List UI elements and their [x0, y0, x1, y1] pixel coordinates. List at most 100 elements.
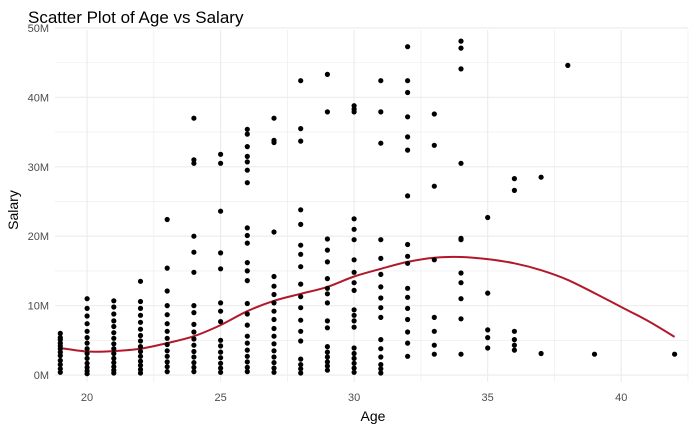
scatter-point: [137, 326, 144, 332]
scatter-point: [458, 160, 464, 166]
grid-lines: [55, 27, 689, 382]
scatter-point: [405, 78, 411, 84]
scatter-point: [298, 138, 304, 144]
scatter-point: [298, 362, 304, 368]
scatter-point: [191, 348, 197, 355]
scatter-point: [191, 321, 197, 327]
scatter-point: [378, 109, 384, 115]
scatter-point: [405, 316, 411, 323]
scatter-point: [191, 249, 197, 255]
scatter-point: [271, 308, 277, 314]
scatter-point: [164, 359, 170, 365]
scatter-point: [298, 370, 304, 376]
scatter-point: [137, 344, 144, 350]
scatter-point: [244, 340, 250, 346]
scatter-point: [271, 139, 277, 146]
y-tick-label: 10M: [28, 301, 49, 313]
scatter-point: [378, 284, 384, 290]
scatter-point: [191, 369, 197, 375]
scatter-point: [218, 365, 224, 371]
scatter-point: [111, 350, 117, 357]
scatter-point: [458, 66, 464, 72]
scatter-point: [351, 318, 357, 324]
y-tick-labels: 0M 10M 20M 30M 40M 50M: [28, 23, 49, 382]
scatter-point: [164, 328, 170, 334]
scatter-point: [378, 366, 384, 372]
scatter-point: [191, 342, 197, 348]
scatter-point: [431, 314, 437, 320]
scatter-point: [218, 300, 224, 306]
chart-title: Scatter Plot of Age vs Salary: [28, 8, 244, 27]
scatter-point: [57, 357, 63, 364]
scatter-point: [351, 369, 357, 375]
scatter-point: [84, 371, 90, 377]
scatter-point: [511, 347, 517, 353]
scatter-point: [298, 264, 304, 270]
scatter-point: [218, 160, 224, 166]
scatter-point: [405, 193, 411, 199]
scatter-point: [378, 255, 384, 261]
scatter-point: [137, 312, 144, 318]
scatter-point: [351, 312, 357, 318]
scatter-point: [378, 237, 384, 243]
scatter-point: [57, 353, 63, 359]
scatter-point: [191, 115, 197, 121]
scatter-point: [164, 303, 170, 309]
scatter-point: [405, 253, 411, 259]
scatter-point: [538, 174, 544, 180]
scatter-point: [137, 305, 144, 311]
scatter-point: [164, 369, 170, 375]
scatter-point: [218, 343, 224, 349]
scatter-point: [511, 342, 517, 348]
scatter-point: [351, 324, 357, 330]
scatter-point: [191, 310, 197, 316]
scatter-point: [164, 348, 170, 354]
x-tick-label: 25: [214, 392, 226, 404]
scatter-point: [511, 176, 517, 182]
scatter-point: [298, 126, 304, 132]
scatter-point: [378, 140, 384, 146]
scatter-point: [218, 355, 224, 361]
scatter-point: [485, 327, 491, 333]
scatter-point: [244, 278, 250, 284]
scatter-point: [111, 370, 117, 376]
scatter-point: [351, 355, 357, 361]
scatter-point: [324, 344, 330, 350]
scatter-point: [351, 365, 357, 371]
scatter-point: [298, 281, 304, 287]
scatter-point: [271, 341, 277, 347]
scatter-point: [137, 353, 144, 359]
scatter-point: [405, 285, 411, 291]
scatter-point: [271, 115, 277, 121]
scatter-point: [218, 337, 224, 343]
scatter-point: [244, 180, 250, 186]
scatter-point: [458, 351, 464, 357]
scatter-point: [84, 346, 90, 352]
scatter-point: [84, 360, 90, 366]
scatter-point: [405, 114, 411, 120]
scatter-point: [324, 300, 330, 306]
scatter-point: [458, 280, 464, 286]
scatter-point: [324, 71, 330, 77]
scatter-point: [378, 271, 384, 277]
scatter-point: [298, 221, 304, 227]
scatter-point: [218, 360, 224, 366]
scatter-point: [84, 321, 90, 327]
scatter-point: [244, 240, 250, 246]
scatter-point: [378, 370, 384, 376]
scatter-point: [111, 330, 117, 336]
scatter-point: [565, 62, 571, 68]
scatter-point: [485, 345, 491, 351]
scatter-point: [324, 349, 330, 355]
scatter-point: [298, 78, 304, 84]
scatter-point: [271, 348, 277, 354]
scatter-point: [111, 341, 117, 347]
scatter-point: [351, 216, 357, 222]
scatter-point: [111, 298, 117, 304]
scatter-point: [84, 313, 90, 319]
scatter-point: [672, 351, 678, 357]
scatter-point: [244, 369, 250, 375]
scatter-point: [57, 369, 63, 375]
scatter-point: [405, 329, 411, 335]
scatter-point: [511, 328, 517, 334]
